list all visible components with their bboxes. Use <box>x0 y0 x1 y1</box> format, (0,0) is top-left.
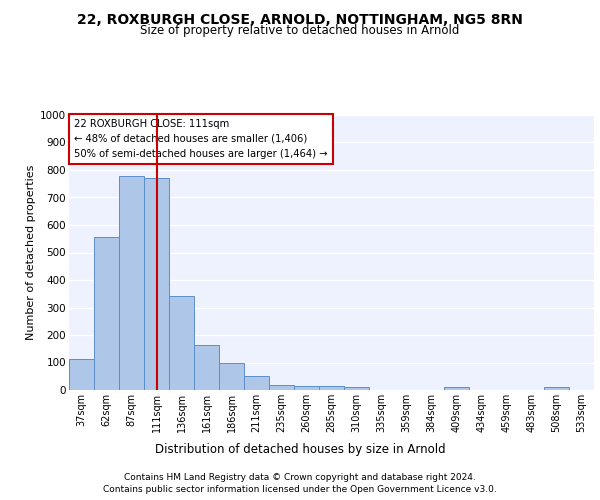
Bar <box>544 387 569 390</box>
Bar <box>94 236 119 390</box>
Bar <box>294 386 319 390</box>
Bar <box>319 386 344 390</box>
Y-axis label: Number of detached properties: Number of detached properties <box>26 165 36 340</box>
Text: Contains HM Land Registry data © Crown copyright and database right 2024.: Contains HM Land Registry data © Crown c… <box>124 472 476 482</box>
Bar <box>169 296 194 390</box>
Bar <box>244 376 269 390</box>
Text: Contains public sector information licensed under the Open Government Licence v3: Contains public sector information licen… <box>103 485 497 494</box>
Bar <box>344 387 369 390</box>
Bar <box>219 363 244 390</box>
Text: Distribution of detached houses by size in Arnold: Distribution of detached houses by size … <box>155 442 445 456</box>
Bar <box>69 359 94 390</box>
Bar <box>194 345 219 390</box>
Text: 22 ROXBURGH CLOSE: 111sqm
← 48% of detached houses are smaller (1,406)
50% of se: 22 ROXBURGH CLOSE: 111sqm ← 48% of detac… <box>74 119 328 158</box>
Text: 22, ROXBURGH CLOSE, ARNOLD, NOTTINGHAM, NG5 8RN: 22, ROXBURGH CLOSE, ARNOLD, NOTTINGHAM, … <box>77 12 523 26</box>
Bar <box>144 178 169 390</box>
Text: Size of property relative to detached houses in Arnold: Size of property relative to detached ho… <box>140 24 460 37</box>
Bar <box>444 387 469 390</box>
Bar <box>269 385 294 390</box>
Bar <box>119 176 144 390</box>
